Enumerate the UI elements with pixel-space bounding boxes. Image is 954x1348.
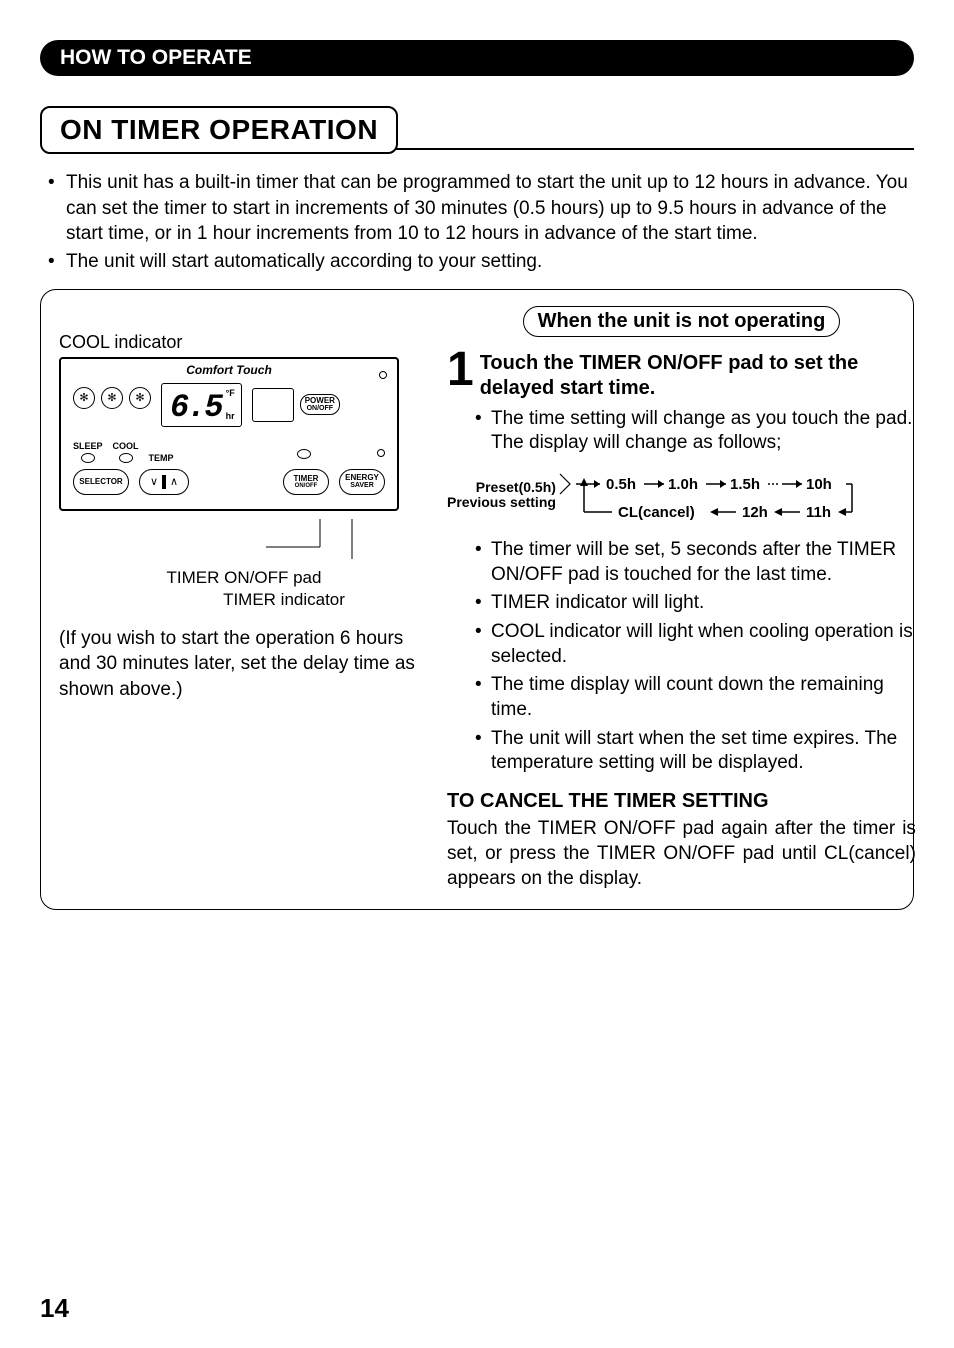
energy-button: ENERGY SAVER	[339, 469, 385, 495]
step-body-2: The timer will be set, 5 seconds after t…	[447, 538, 916, 776]
left-column: COOL indicator Comfort Touch ✻ ✻ ✻ 6.5 °…	[59, 306, 429, 892]
right-column: When the unit is not operating 1 Touch t…	[447, 306, 916, 892]
step-body: The time setting will change as you touc…	[447, 407, 916, 456]
cancel-title: TO CANCEL THE TIMER SETTING	[447, 790, 916, 813]
step-bullet: The unit will start when the set time ex…	[475, 727, 916, 776]
svg-text:CL(cancel): CL(cancel)	[618, 504, 695, 520]
intro-item: The unit will start automatically accord…	[44, 249, 914, 275]
main-title: ON TIMER OPERATION	[40, 106, 398, 154]
preset-label: Preset(0.5h)	[447, 480, 556, 495]
sequence-diagram: Preset(0.5h) Previous setting 0.5h 1.0h	[447, 470, 916, 520]
temp-label: TEMP	[149, 453, 174, 463]
divider-icon	[162, 475, 166, 489]
unit-hr: hr	[226, 412, 235, 421]
led-dot	[377, 449, 385, 457]
power-top: POWER	[305, 397, 335, 405]
intro-item: This unit has a built-in timer that can …	[44, 170, 914, 247]
remote-button-row: SELECTOR ∨ ∧ TIMER ON/OFF ENERGY SAVER	[73, 469, 385, 495]
round-button-icon: ✻	[73, 387, 95, 409]
leader-svg	[74, 519, 414, 563]
step-bullet: The time display will count down the rem…	[475, 673, 916, 722]
indicator-label: TIMER indicator	[59, 590, 429, 610]
step-bullet: COOL indicator will light when cooling o…	[475, 620, 916, 669]
instruction-panel: COOL indicator Comfort Touch ✻ ✻ ✻ 6.5 °…	[40, 289, 914, 911]
previous-label: Previous setting	[447, 495, 556, 510]
lcd-display: 6.5 °F hr	[161, 383, 242, 427]
when-badge: When the unit is not operating	[523, 306, 841, 337]
leader-labels: TIMER ON/OFF pad TIMER indicator	[59, 519, 429, 610]
remote-top-row: ✻ ✻ ✻ 6.5 °F hr POWER ON/OFF	[73, 369, 385, 427]
remote-bottom-row: SLEEP COOL TEMP	[73, 441, 385, 463]
led-dot	[379, 371, 387, 379]
intro-text: This unit has a built-in timer that can …	[66, 170, 914, 247]
round-button-icon: ✻	[101, 387, 123, 409]
power-bot: ON/OFF	[305, 405, 335, 412]
timer-button: TIMER ON/OFF	[283, 469, 329, 495]
down-icon: ∨	[148, 475, 160, 488]
title-rule	[396, 106, 914, 150]
svg-text:1.5h: 1.5h	[730, 476, 760, 493]
svg-text:1.0h: 1.0h	[668, 476, 698, 493]
up-icon: ∧	[168, 475, 180, 488]
intro-list: This unit has a built-in timer that can …	[44, 170, 914, 275]
energy-bot: SAVER	[350, 482, 374, 489]
sleep-indicator: SLEEP	[73, 441, 103, 463]
main-title-row: ON TIMER OPERATION	[40, 106, 914, 154]
cancel-body: Touch the TIMER ON/OFF pad again after t…	[447, 817, 916, 891]
display-value: 6.5	[170, 392, 222, 424]
diagram-left-labels: Preset(0.5h) Previous setting	[447, 480, 556, 511]
section-header: HOW TO OPERATE	[40, 40, 914, 76]
svg-text:11h: 11h	[806, 504, 831, 520]
cool-label: COOL	[113, 441, 139, 451]
page-number: 14	[40, 1293, 69, 1324]
step-number: 1	[447, 351, 474, 401]
temp-indicator: TEMP	[149, 453, 174, 463]
sleep-label: SLEEP	[73, 441, 103, 451]
step-bullet: The timer will be set, 5 seconds after t…	[475, 538, 916, 587]
round-button-icon: ✻	[129, 387, 151, 409]
indicator-icon	[119, 453, 133, 463]
svg-text:10h: 10h	[806, 476, 832, 493]
step-row: 1 Touch the TIMER ON/OFF pad to set the …	[447, 351, 916, 401]
unit-f: °F	[226, 389, 235, 398]
step-bullet: The time setting will change as you touc…	[475, 407, 916, 456]
timer-bot: ON/OFF	[295, 483, 318, 489]
selector-button: SELECTOR	[73, 469, 129, 495]
example-note: (If you wish to start the operation 6 ho…	[59, 626, 429, 703]
timer-top: TIMER	[294, 475, 319, 483]
cool-indicator: COOL	[113, 441, 139, 463]
small-display	[252, 388, 294, 422]
power-button: POWER ON/OFF	[300, 394, 340, 415]
indicator-icon	[297, 449, 311, 459]
svg-text:12h: 12h	[742, 504, 768, 520]
brand-label: Comfort Touch	[186, 363, 272, 377]
energy-top: ENERGY	[345, 474, 379, 482]
up-down-button: ∨ ∧	[139, 469, 189, 495]
remote-illustration: Comfort Touch ✻ ✻ ✻ 6.5 °F hr POWER ON/O…	[59, 357, 399, 511]
sequence-svg: 0.5h 1.0h 1.5h 10h	[556, 470, 916, 520]
display-units: °F hr	[226, 386, 235, 424]
step-bullet: TIMER indicator will light.	[475, 591, 916, 616]
svg-text:0.5h: 0.5h	[606, 476, 636, 493]
indicator-icon	[81, 453, 95, 463]
step-title: Touch the TIMER ON/OFF pad to set the de…	[480, 351, 916, 401]
cool-indicator-label: COOL indicator	[59, 332, 429, 353]
intro-text: The unit will start automatically accord…	[66, 251, 542, 272]
pad-label: TIMER ON/OFF pad	[59, 568, 429, 588]
